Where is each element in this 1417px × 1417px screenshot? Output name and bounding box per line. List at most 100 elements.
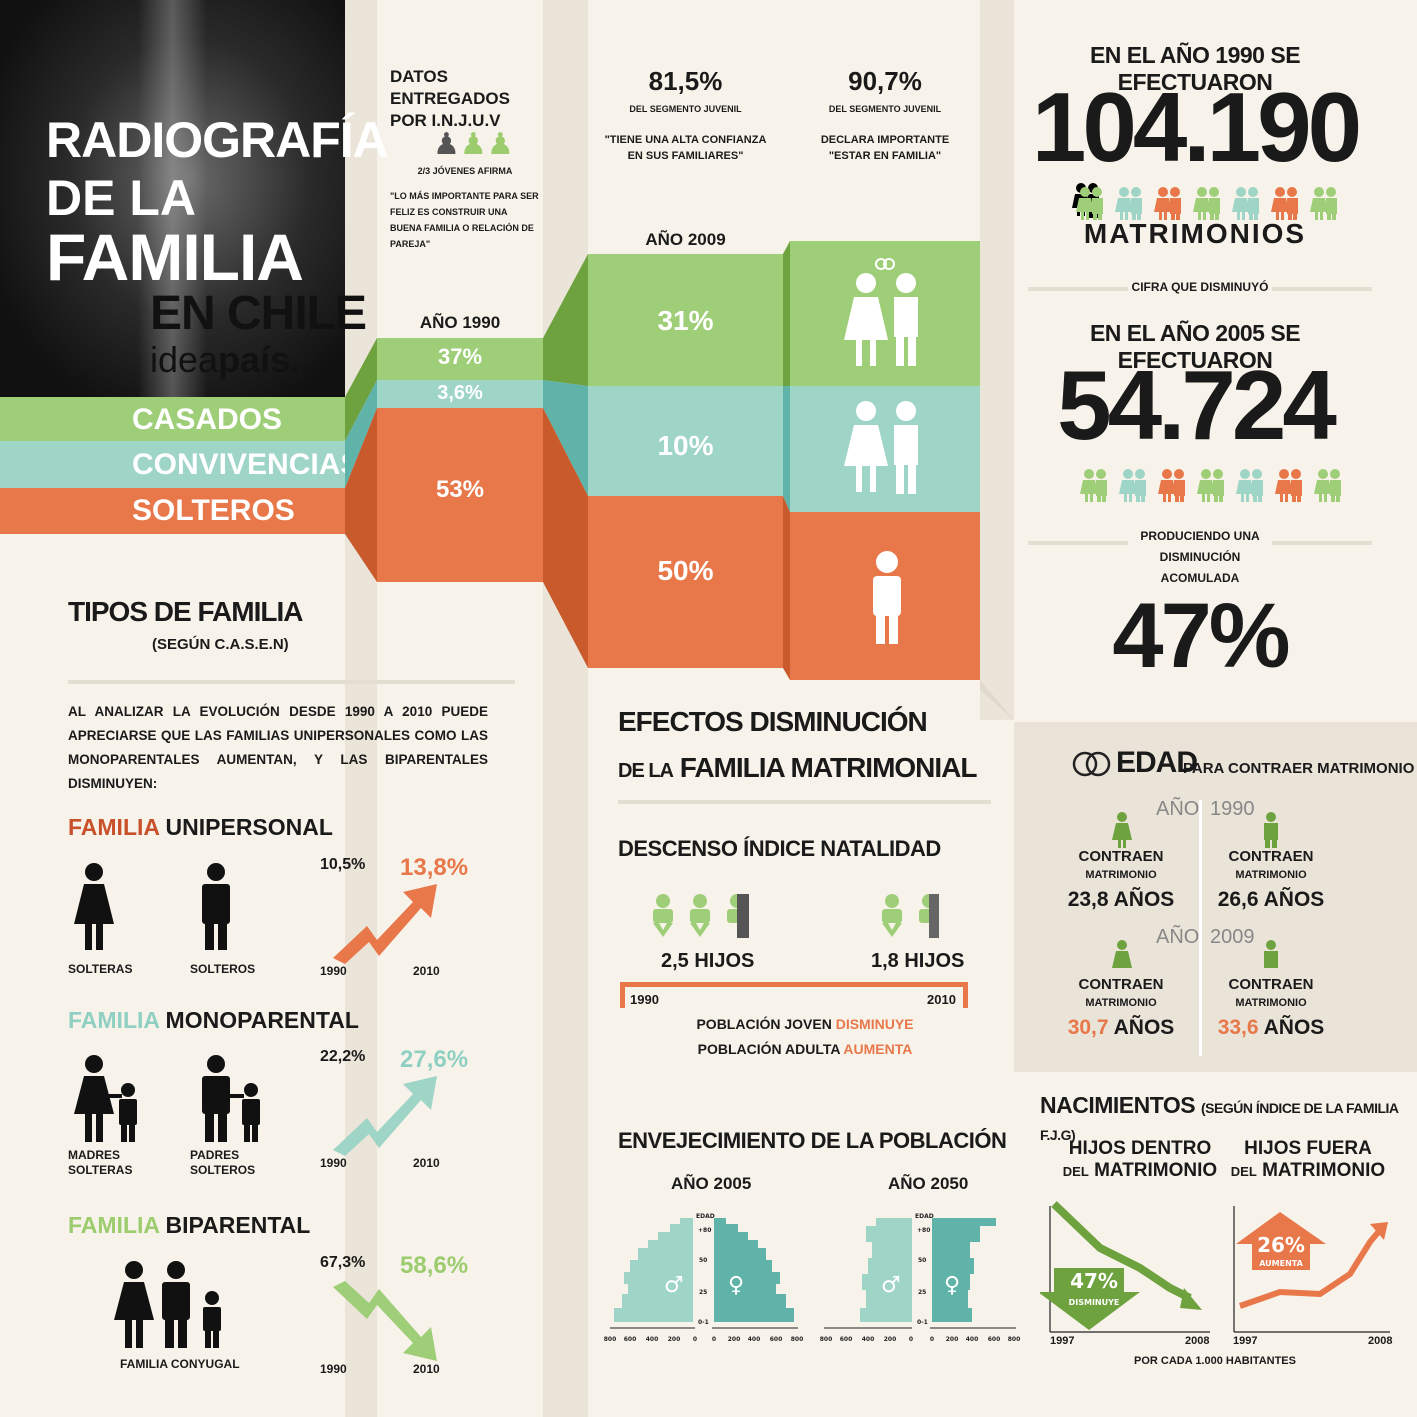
single-person-icon <box>873 551 901 644</box>
contraen-label: CONTRAEN <box>1078 848 1164 865</box>
natalidad-title: DESCENSO ÍNDICE NATALIDAD <box>618 836 941 861</box>
divider <box>68 680 515 684</box>
edad-year2: 2009 <box>1210 926 1255 948</box>
monoparental-figures <box>74 1055 260 1142</box>
wedding-rings-icon <box>1072 751 1111 777</box>
axis-tick: 600 <box>770 1336 783 1343</box>
band-solteros <box>0 488 345 534</box>
unipersonal-figures <box>74 863 230 950</box>
axis-tick: 400 <box>966 1336 979 1343</box>
matrimonio-label: MATRIMONIO <box>1085 869 1157 881</box>
edad-ano: AÑO <box>1156 798 1200 820</box>
nac-col2-title: HIJOS FUERA DEL MATRIMONIO <box>1230 1138 1386 1181</box>
arrow-up-teal-icon <box>333 1076 437 1156</box>
tipos-intro: AL ANALIZAR LA EVOLUCIÓN DESDE 1990 A 20… <box>68 704 488 791</box>
down-arrow-icon <box>1040 1268 1140 1330</box>
title-line1: RADIOGRAFÍA <box>46 112 389 168</box>
age-tick: 25 <box>699 1289 707 1296</box>
edad-divider <box>1199 800 1202 1056</box>
axis-tick: 400 <box>646 1336 659 1343</box>
nac-pct1: 47% <box>1070 1269 1118 1293</box>
stat1-quote: "TIENE UNA ALTA CONFIANZA EN SUS FAMILIA… <box>604 134 767 162</box>
family-icon <box>114 1261 221 1348</box>
nac-label2: AUMENTA <box>1259 1259 1303 1268</box>
tipos-sub: (SEGÚN C.A.S.E.N) <box>152 636 289 653</box>
year-2050: AÑO 2050 <box>888 1174 969 1193</box>
axis-tick: 0 <box>930 1336 934 1343</box>
stat2-pct: 90,7% <box>848 66 922 96</box>
nac-label1: DISMINUYE <box>1069 1298 1120 1307</box>
label-familia-conyugal: FAMILIA CONYUGAL <box>120 1357 240 1371</box>
mat-label: MATRIMONIOS <box>1083 218 1307 249</box>
year2009-label: AÑO 2009 <box>645 230 726 249</box>
edad-label: EDAD <box>915 1213 934 1220</box>
unipersonal-heading: FAMILIA UNIPERSONAL <box>68 814 333 840</box>
xray-image <box>0 0 345 397</box>
label-padres-solteros: PADRES SOLTEROS <box>190 1148 256 1177</box>
label-madres-solteras: MADRES SOLTERAS <box>68 1148 133 1177</box>
edad-year1: 1990 <box>1210 798 1255 820</box>
axis-tick: 800 <box>820 1336 833 1343</box>
couples-1990-row <box>1074 184 1344 222</box>
contraen-label: CONTRAEN <box>1078 976 1164 993</box>
edad-age-w1990: 23,8 AÑOS <box>1067 888 1175 911</box>
axis-tick: 800 <box>1008 1336 1021 1343</box>
couple-icon <box>844 401 918 494</box>
father-child-icon <box>202 1055 260 1142</box>
band-casados <box>0 397 345 441</box>
hijos-2010: 1,8 HIJOS <box>871 950 965 972</box>
age-tick: 0-1 <box>698 1319 709 1326</box>
legend-casados: CASADOS <box>132 403 283 436</box>
couples-2005-row <box>1078 466 1348 504</box>
stat2-quote: DECLARA IMPORTANTE "ESTAR EN FAMILIA" <box>820 134 950 162</box>
nac-pct2: 26% <box>1257 1233 1305 1257</box>
nacimientos-heading: NACIMIENTOS (SEGÚN ÍNDICE DE LA FAMILIA … <box>1040 1092 1399 1143</box>
year1990-casados: 37% <box>437 344 483 369</box>
edad-sub: PARA CONTRAER MATRIMONIO <box>1183 760 1415 777</box>
year-label: 2010 <box>413 1156 440 1170</box>
man-icon <box>202 863 230 950</box>
band-convivencias <box>0 441 345 488</box>
year2009-solteros: 50% <box>657 555 714 586</box>
pyramid-2005-male <box>614 1218 693 1322</box>
column-divider <box>345 0 377 1417</box>
title-line2: DE LA <box>46 170 196 226</box>
edad-age-m2009: 33,6 AÑOS <box>1217 1016 1325 1039</box>
edad-title: EDAD <box>1116 746 1198 779</box>
year-label: 1990 <box>630 992 659 1007</box>
mat-number1: 104.190 <box>1031 72 1362 182</box>
brand-logo: ideapaís. <box>150 339 301 380</box>
pyramid-2050-male <box>860 1218 912 1322</box>
legend-convivencias: CONVIVENCIAS <box>132 448 361 481</box>
year-label: 1990 <box>320 1156 347 1170</box>
injuv-quote: "LO MÁS IMPORTANTE PARA SER FELIZ ES CON… <box>390 191 539 249</box>
mat-heading1: EN EL AÑO 1990 SE EFECTUARON <box>1089 42 1301 95</box>
contraen-label: CONTRAEN <box>1228 848 1314 865</box>
male-symbol-icon: ♂ <box>881 1273 901 1298</box>
nac-footer: POR CADA 1.000 HABITANTES <box>1134 1355 1296 1367</box>
stat1-sub: DEL SEGMENTO JUVENIL <box>629 104 742 114</box>
year2009-convivencias: 10% <box>657 430 714 461</box>
monoparental-2010: 27,6% <box>400 1046 469 1073</box>
mother-child-icon <box>74 1055 137 1142</box>
year2009-casados: 31% <box>657 305 714 336</box>
axis-tick: 0 <box>712 1336 716 1343</box>
axis-tick: 800 <box>604 1336 617 1343</box>
year1990-solteros: 53% <box>435 476 485 503</box>
year1990-label: AÑO 1990 <box>419 313 501 332</box>
divider <box>618 800 991 804</box>
matrimonio-label: MATRIMONIO <box>1235 869 1307 881</box>
year-label: 2008 <box>1185 1335 1210 1347</box>
contraen-label: CONTRAEN <box>1228 976 1314 993</box>
edad-age-m1990: 26,6 AÑOS <box>1217 888 1325 911</box>
age-tick: 25 <box>918 1289 926 1296</box>
axis-tick: 200 <box>946 1336 959 1343</box>
arrow-down-green-icon <box>333 1281 437 1361</box>
axis-tick: 0 <box>693 1336 697 1343</box>
biparental-heading: FAMILIA BIPARENTAL <box>68 1212 311 1238</box>
arrow-up-orange-icon <box>333 884 437 964</box>
age-tick: 50 <box>918 1257 926 1264</box>
year-label: 2010 <box>927 992 956 1007</box>
year-label: 1997 <box>1050 1335 1075 1347</box>
mat-pct: 47% <box>1112 585 1290 687</box>
